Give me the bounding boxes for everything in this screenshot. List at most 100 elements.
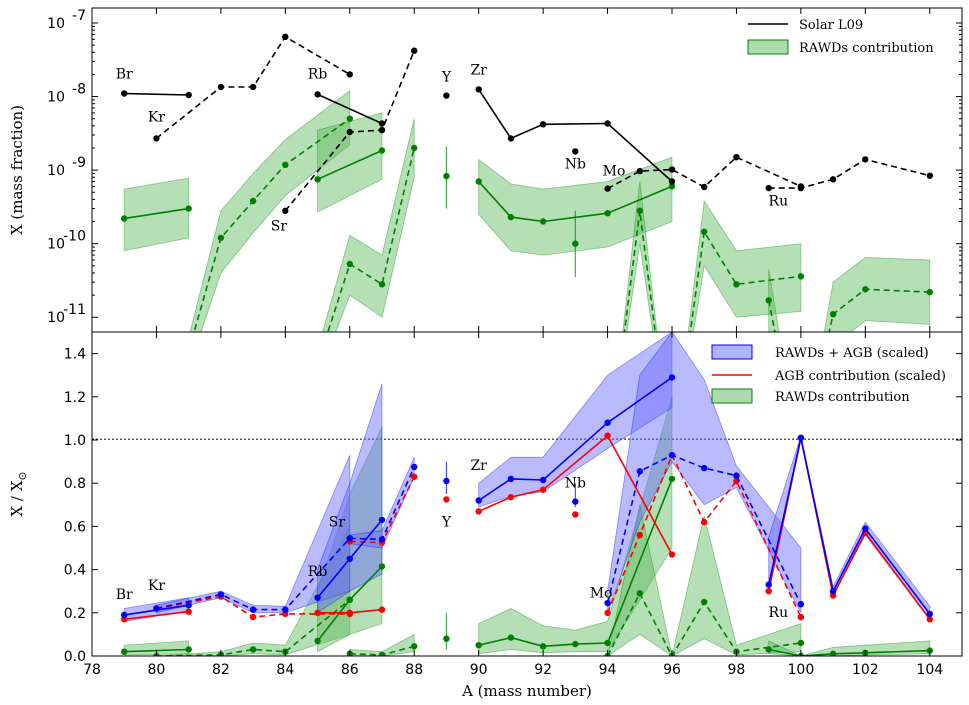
- bottom-y-tick-label: 0.4: [64, 563, 86, 579]
- total-series-point: [475, 497, 482, 504]
- total-series-point: [765, 581, 772, 588]
- solar-series-point: [249, 83, 257, 91]
- top-y-tick-exponent: -7: [72, 8, 86, 24]
- x-tick-label: 104: [916, 662, 943, 678]
- bottom-y-axis: 0.0 0.2 0.4 0.6 0.8 1.0 1.2 1.4: [64, 347, 962, 665]
- rawd-series-point: [249, 197, 257, 205]
- element-label: Nb: [565, 476, 586, 492]
- total-series-point: [217, 591, 225, 598]
- total-series-point: [636, 468, 643, 475]
- x-tick-label: 88: [405, 662, 423, 678]
- solar-series-point: [572, 148, 579, 155]
- legend-rawd2-swatch: [711, 388, 753, 404]
- total-series-point: [604, 419, 611, 426]
- rawd-series-point: [378, 147, 386, 154]
- agb-series-point: [668, 551, 676, 558]
- element-label: Ru: [769, 605, 789, 621]
- total-series-point: [668, 451, 676, 459]
- rawd-series-line: [478, 478, 673, 648]
- solar-series-point: [475, 86, 482, 93]
- rawd-series-point: [121, 215, 128, 222]
- legend-rawd2-label: RAWDs contribution: [775, 390, 910, 405]
- bottom-y-axis-label: X / X⊙: [8, 471, 29, 516]
- agb-series-point: [797, 613, 805, 621]
- top-y-tick-label: 10: [47, 90, 65, 106]
- total-series-point: [443, 477, 450, 485]
- agb-series-point: [701, 518, 708, 526]
- total-series-point: [733, 472, 740, 479]
- total-series-point: [572, 498, 579, 505]
- element-label: Kr: [148, 109, 165, 125]
- x-tick-label: 96: [663, 662, 681, 678]
- rawd-series-line: [623, 210, 801, 332]
- top-y-tick-exponent: -9: [72, 155, 86, 171]
- total-series-point: [378, 516, 386, 524]
- top-rawd-bands: [123, 89, 931, 332]
- total-band: [607, 332, 802, 613]
- total-series-point: [797, 434, 805, 441]
- rawd-series-point: [733, 281, 740, 288]
- x-tick-label: 102: [852, 662, 879, 678]
- solar-series-point: [411, 47, 418, 54]
- rawd-series-point: [475, 178, 482, 185]
- total-band: [155, 454, 351, 614]
- rawd-band: [607, 504, 802, 656]
- top-legend: Solar L09 RAWDs contribution: [747, 18, 934, 56]
- rawd-series-point: [668, 183, 676, 190]
- bottom-y-tick-label: 0.6: [64, 519, 86, 535]
- x-tick-label: 100: [788, 662, 815, 678]
- x-tick-label: 80: [148, 662, 166, 678]
- solar-series-point: [668, 166, 676, 173]
- agb-series-point: [507, 494, 515, 501]
- rawd-series-point: [346, 596, 353, 603]
- agb-series-point: [604, 609, 611, 616]
- agb-series-line: [124, 610, 189, 621]
- rawd-series-point: [926, 288, 933, 296]
- rawd-series-point: [314, 637, 321, 645]
- rawd-series-point: [185, 205, 192, 212]
- rawd-series-point: [636, 207, 643, 214]
- x-tick-label: 98: [728, 662, 746, 678]
- x-tick-label: 92: [534, 662, 552, 678]
- agb-series-line: [606, 453, 802, 618]
- agb-series-point: [411, 473, 418, 480]
- bottom-y-tick-label: 0.8: [64, 476, 86, 492]
- rawd-series-point: [862, 286, 869, 293]
- rawd-series-point: [217, 234, 225, 242]
- rawd-series-point: [701, 598, 708, 606]
- bottom-y-tick-label: 1.0: [64, 433, 86, 449]
- top-element-labels: Br Kr Rb Sr Y Zr Nb Mo Ru: [116, 62, 788, 234]
- element-label: Nb: [565, 157, 586, 173]
- solar-series-line: [607, 156, 802, 190]
- rawd-series-point: [507, 213, 515, 221]
- top-y-tick-exponent: -10: [63, 229, 86, 245]
- solar-series-point: [829, 176, 837, 183]
- solar-series-line: [317, 93, 383, 125]
- rawd-series-line: [124, 207, 189, 220]
- top-y-tick-label: 10: [47, 310, 65, 326]
- rawd-band: [768, 256, 931, 332]
- legend-rawd-swatch: [747, 39, 789, 55]
- solar-series-point: [346, 71, 353, 78]
- rawd-series-point: [829, 650, 837, 656]
- element-label: Br: [116, 67, 133, 83]
- total-series-point: [314, 594, 321, 601]
- rawd-series-point: [378, 651, 386, 656]
- element-label: Sr: [271, 219, 288, 235]
- element-label: Y: [441, 514, 452, 530]
- solar-series-point: [636, 167, 643, 175]
- total-series-point: [701, 464, 708, 472]
- top-y-axis-label: X (mass fraction): [8, 105, 26, 235]
- rawd-series-point: [185, 646, 192, 653]
- rawd-series-point: [765, 646, 772, 653]
- agb-series-point: [572, 511, 579, 518]
- solar-series-point: [282, 207, 289, 214]
- total-series-point: [539, 476, 547, 484]
- solar-series-point: [701, 183, 708, 191]
- agb-series-point: [249, 613, 257, 621]
- total-series-point: [604, 599, 611, 607]
- rawd-series-point: [829, 311, 837, 318]
- rawd-series-point: [604, 639, 611, 647]
- agb-series-point: [926, 616, 933, 623]
